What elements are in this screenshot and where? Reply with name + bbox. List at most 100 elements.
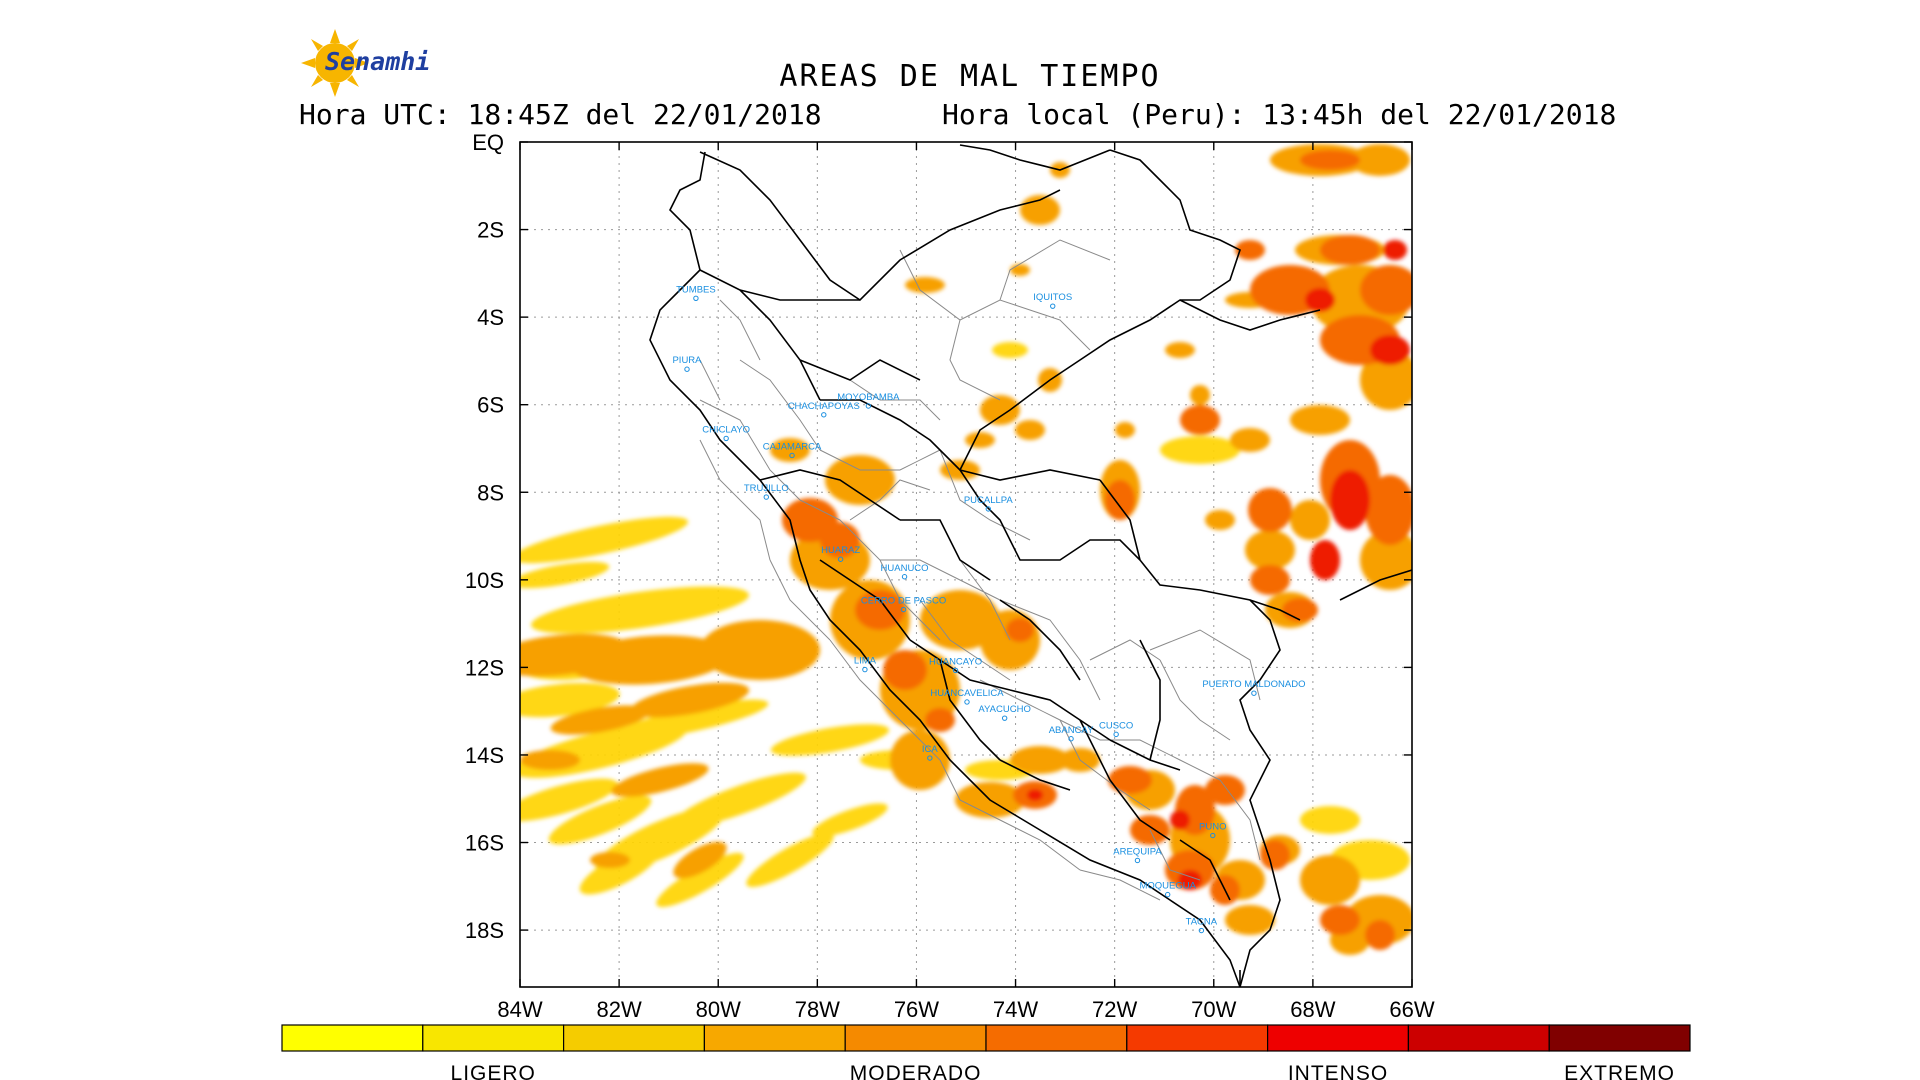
- lon-tick-label: 84W: [497, 997, 542, 1022]
- lat-axis: EQ 2S 4S 6S 8S 10S 12S 14S 16S 18S: [465, 130, 504, 943]
- city-label: ICA: [922, 744, 939, 755]
- legend-label: LIGERO: [451, 1062, 536, 1080]
- city-marker: [927, 755, 933, 761]
- legend-label: MODERADO: [850, 1062, 982, 1080]
- legend-swatch: [844, 1024, 987, 1052]
- city-label: PUCALLPA: [964, 495, 1014, 506]
- city-marker: [723, 435, 729, 442]
- city-marker: [985, 506, 991, 512]
- legend-colorbar: [281, 1024, 1691, 1052]
- city-label: IQUITOS: [1033, 292, 1072, 303]
- intensity-legend: LIGERO MODERADO INTENSO EXTREMO: [281, 1024, 1691, 1080]
- city-marker: [837, 556, 844, 562]
- legend-swatch: [422, 1024, 565, 1052]
- chart-title: AREAS DE MAL TIEMPO: [779, 59, 1160, 94]
- city-marker: [1050, 303, 1056, 309]
- city-marker: [964, 699, 970, 705]
- city-marker: [693, 295, 699, 302]
- lon-tick-label: 70W: [1191, 997, 1236, 1022]
- lon-tick-label: 72W: [1092, 997, 1137, 1022]
- axis-ticks: [519, 141, 1413, 987]
- city-label: CHACHAPOYAS: [788, 401, 860, 412]
- lat-tick-label: 10S: [465, 568, 504, 593]
- city-marker: [900, 606, 907, 613]
- city-marker: [684, 366, 690, 372]
- city-marker: [1198, 927, 1205, 934]
- lon-tick-label: 82W: [596, 997, 641, 1022]
- city-label: CUSCO: [1099, 720, 1133, 731]
- lon-tick-label: 74W: [993, 997, 1038, 1022]
- legend-label: EXTREMO: [1564, 1062, 1675, 1080]
- city-label: ABANCAY: [1049, 725, 1094, 736]
- city-label: PUERTO MALDONADO: [1202, 679, 1305, 690]
- legend-swatch: [985, 1024, 1128, 1052]
- lat-tick-label: 12S: [465, 655, 504, 680]
- map-borders: [649, 144, 1412, 987]
- city-marker: [763, 494, 769, 500]
- city-label: PUNO: [1199, 822, 1226, 833]
- city-label: HUARAZ: [821, 545, 860, 556]
- city-label: HUANCAVELICA: [930, 688, 1004, 699]
- legend-swatch: [1266, 1024, 1409, 1052]
- city-marker: [862, 666, 868, 673]
- weather-areas: [520, 144, 1412, 955]
- city-marker: [1068, 736, 1074, 742]
- city-label: TACNA: [1186, 917, 1218, 928]
- city-marker: [789, 452, 795, 459]
- legend-swatch: [1126, 1024, 1269, 1052]
- lat-tick-label: 8S: [477, 480, 504, 505]
- lon-tick-label: 80W: [696, 997, 741, 1022]
- city-label: PIURA: [672, 355, 702, 366]
- lon-tick-label: 78W: [795, 997, 840, 1022]
- lat-tick-label: 2S: [477, 218, 504, 243]
- lat-tick-label: 14S: [465, 743, 504, 768]
- legend-swatch: [562, 1024, 705, 1052]
- city-marker: [1251, 690, 1257, 696]
- city-label: TRUJILLO: [744, 483, 789, 494]
- utc-time-label: Hora UTC: 18:45Z del 22/01/2018: [299, 98, 822, 131]
- lon-axis: 84W 82W 80W 78W 76W 74W 72W 70W 68W 66W: [497, 997, 1434, 1022]
- lon-tick-label: 66W: [1389, 997, 1434, 1022]
- city-marker: [1113, 731, 1119, 738]
- legend-label: INTENSO: [1288, 1062, 1388, 1080]
- legend-swatch: [281, 1024, 424, 1052]
- city-marker: [1134, 857, 1141, 864]
- city-label: CHICLAYO: [702, 424, 750, 435]
- city-label: HUANCAYO: [929, 656, 982, 667]
- logo-text: Senamhi: [325, 47, 430, 76]
- senamhi-logo: Senamhi: [301, 29, 430, 97]
- legend-labels: LIGERO MODERADO INTENSO EXTREMO: [451, 1062, 1675, 1080]
- city-label: TUMBES: [676, 284, 716, 295]
- lon-tick-label: 68W: [1290, 997, 1335, 1022]
- map-frame: [519, 141, 1413, 988]
- city-marker: [1210, 832, 1216, 839]
- city-marker: [865, 403, 872, 409]
- lat-tick-label: 18S: [465, 918, 504, 943]
- city-label: AREQUIPA: [1113, 846, 1162, 857]
- lat-tick-label: 4S: [477, 305, 504, 330]
- city-label: CAJAMARCA: [763, 441, 822, 452]
- lon-tick-label: 76W: [894, 997, 939, 1022]
- city-marker: [821, 412, 827, 418]
- lat-tick-label: EQ: [472, 130, 504, 155]
- legend-swatch: [703, 1024, 846, 1052]
- legend-swatch: [1407, 1024, 1550, 1052]
- city-marker: [1164, 891, 1171, 898]
- city-label: LIMA: [854, 656, 877, 667]
- city-marker: [952, 667, 959, 674]
- city-marker: [1001, 715, 1008, 721]
- city-label: MOYOBAMBA: [837, 392, 900, 403]
- sun-icon: [301, 29, 369, 97]
- city-label: CERRO DE PASCO: [861, 596, 946, 607]
- local-time-label: Hora local (Peru): 13:45h del 22/01/2018: [942, 98, 1616, 131]
- legend-swatch: [1548, 1024, 1691, 1052]
- city-label: MOQUEGUA: [1139, 881, 1196, 892]
- city-marker: [901, 574, 908, 580]
- city-label: HUANUCO: [881, 563, 929, 574]
- lat-tick-label: 16S: [465, 831, 504, 856]
- city-label: AYACUCHO: [978, 704, 1030, 715]
- lat-tick-label: 6S: [477, 393, 504, 418]
